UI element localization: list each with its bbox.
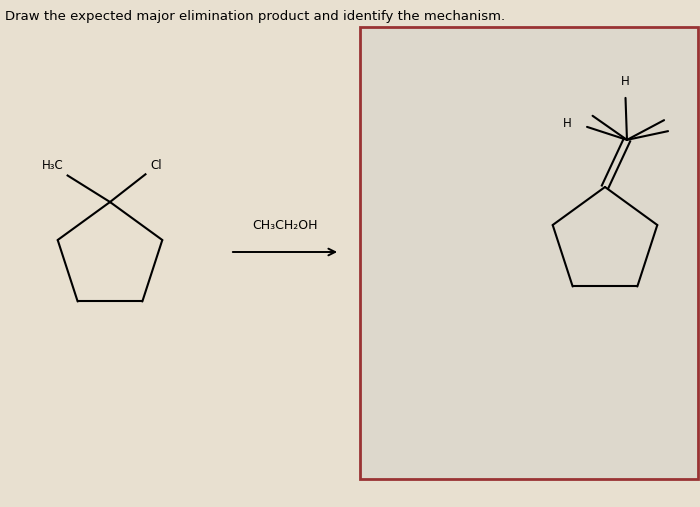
Bar [360, 27, 698, 479]
Text: H: H [621, 75, 629, 88]
Text: Draw the expected major elimination product and identify the mechanism.: Draw the expected major elimination prod… [5, 10, 505, 23]
Text: H₃C: H₃C [42, 159, 64, 171]
Text: H: H [563, 117, 572, 130]
Text: CH₃CH₂OH: CH₃CH₂OH [252, 219, 318, 232]
Text: Cl: Cl [150, 159, 162, 172]
